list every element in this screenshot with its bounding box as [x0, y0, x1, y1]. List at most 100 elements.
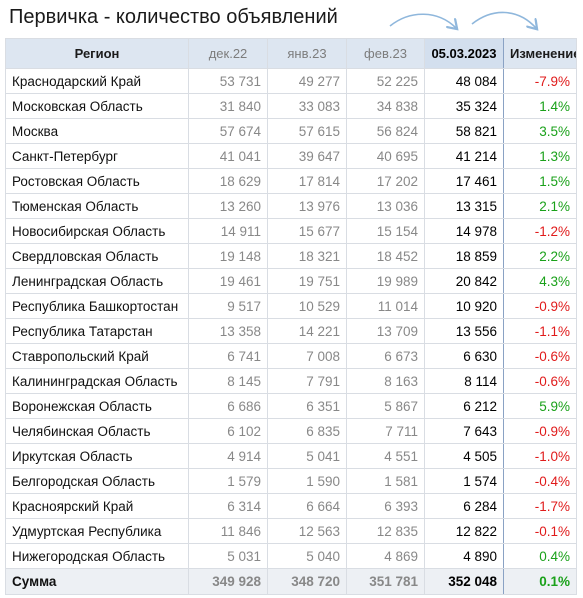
feb-cell: 15 154 [346, 218, 425, 244]
jan-cell: 7 791 [267, 368, 347, 394]
current-cell: 10 920 [424, 293, 504, 319]
change-cell: -1.0% [503, 443, 577, 469]
current-cell: 13 556 [424, 318, 504, 344]
change-cell: 1.4% [503, 93, 577, 119]
feb-cell: 19 989 [346, 268, 425, 294]
jan-cell: 13 976 [267, 193, 347, 219]
table-row: Краснодарский Край 53 731 49 277 52 225 48 0… [5, 68, 577, 94]
region-cell: Тюменская Область [5, 193, 189, 219]
current-cell: 18 859 [424, 243, 504, 269]
table-row: Ростовская Область 18 629 17 814 17 202 17 4… [5, 168, 577, 194]
change-cell: -0.9% [503, 418, 577, 444]
table-row: Ставропольский Край 6 741 7 008 6 673 6 630-… [5, 343, 577, 369]
region-cell: Ставропольский Край [5, 343, 189, 369]
feb-cell: 12 835 [346, 518, 425, 544]
curved-arrows-icon [389, 11, 580, 40]
table-row: Белгородская Область 1 579 1 590 1 581 1 574… [5, 468, 577, 494]
current-cell: 1 574 [424, 468, 504, 494]
table-row: Ленинградская Область 19 461 19 751 19 989 2… [5, 268, 577, 294]
region-cell: Республика Татарстан [5, 318, 189, 344]
feb-cell: 11 014 [346, 293, 425, 319]
feb-cell: 40 695 [346, 143, 425, 169]
current-cell: 17 461 [424, 168, 504, 194]
table-row: Иркутская Область 4 914 5 041 4 551 4 505 -1.… [5, 443, 577, 469]
dec-cell: 6 741 [188, 343, 268, 369]
change-cell: 3.5% [503, 118, 577, 144]
total-jan: 348 720 [267, 568, 347, 595]
dec-cell: 31 840 [188, 93, 268, 119]
region-cell: Ростовская Область [5, 168, 189, 194]
feb-cell: 4 551 [346, 443, 425, 469]
jan-cell: 5 040 [267, 543, 347, 569]
change-cell: -0.9% [503, 293, 577, 319]
column-header-change: Изменение [503, 38, 577, 69]
current-cell: 14 978 [424, 218, 504, 244]
current-cell: 7 643 [424, 418, 504, 444]
total-change: 0.1% [503, 568, 577, 595]
current-cell: 48 084 [424, 68, 504, 94]
dec-cell: 6 314 [188, 493, 268, 519]
current-cell: 6 630 [424, 343, 504, 369]
region-cell: Нижегородская Область [5, 543, 189, 569]
jan-cell: 17 814 [267, 168, 347, 194]
dec-cell: 13 260 [188, 193, 268, 219]
table-row: Нижегородская Область 5 031 5 040 4 869 4 89… [5, 543, 577, 569]
jan-cell: 33 083 [267, 93, 347, 119]
page-title: Первичка - количество объявлений [9, 6, 338, 28]
current-cell: 4 505 [424, 443, 504, 469]
region-cell: Иркутская Область [5, 443, 189, 469]
jan-cell: 39 647 [267, 143, 347, 169]
table-row: Свердловская Область 19 148 18 321 18 452 18… [5, 243, 577, 269]
total-label: Сумма [5, 568, 189, 595]
total-dec: 349 928 [188, 568, 268, 595]
header-row: Регион дек.22 янв.23 фев.23 05.03.2023 И… [5, 38, 577, 69]
table-row: Удмуртская Республика 11 846 12 563 12 835 1… [5, 518, 577, 544]
current-cell: 13 315 [424, 193, 504, 219]
dec-cell: 1 579 [188, 468, 268, 494]
current-cell: 35 324 [424, 93, 504, 119]
jan-cell: 57 615 [267, 118, 347, 144]
region-cell: Москва [5, 118, 189, 144]
dec-cell: 57 674 [188, 118, 268, 144]
region-cell: Белгородская Область [5, 468, 189, 494]
feb-cell: 1 581 [346, 468, 425, 494]
table-row: Красноярский Край 6 314 6 664 6 393 6 284 -1.… [5, 493, 577, 519]
jan-cell: 19 751 [267, 268, 347, 294]
change-cell: 4.3% [503, 268, 577, 294]
table-row: Воронежская Область 6 686 6 351 5 867 6 212 5… [5, 393, 577, 419]
jan-cell: 5 041 [267, 443, 347, 469]
feb-cell: 7 711 [346, 418, 425, 444]
change-cell: 1.3% [503, 143, 577, 169]
change-cell: 5.9% [503, 393, 577, 419]
jan-cell: 7 008 [267, 343, 347, 369]
feb-cell: 13 036 [346, 193, 425, 219]
current-cell: 4 890 [424, 543, 504, 569]
current-cell: 58 821 [424, 118, 504, 144]
change-cell: -1.2% [503, 218, 577, 244]
change-cell: -7.9% [503, 68, 577, 94]
feb-cell: 5 867 [346, 393, 425, 419]
current-cell: 20 842 [424, 268, 504, 294]
table-row: Республика Башкортостан 9 517 10 529 11 014… [5, 293, 577, 319]
change-cell: 2.2% [503, 243, 577, 269]
feb-cell: 52 225 [346, 68, 425, 94]
arrow-feb-to-current [389, 13, 456, 28]
feb-cell: 13 709 [346, 318, 425, 344]
dec-cell: 53 731 [188, 68, 268, 94]
feb-cell: 4 869 [346, 543, 425, 569]
jan-cell: 15 677 [267, 218, 347, 244]
change-cell: -0.1% [503, 518, 577, 544]
region-cell: Ленинградская Область [5, 268, 189, 294]
region-cell: Челябинская Область [5, 418, 189, 444]
jan-cell: 14 221 [267, 318, 347, 344]
region-cell: Калининградская Область [5, 368, 189, 394]
change-cell: -1.7% [503, 493, 577, 519]
dec-cell: 5 031 [188, 543, 268, 569]
change-cell: -0.4% [503, 468, 577, 494]
current-cell: 8 114 [424, 368, 504, 394]
table-row: Московская Область 31 840 33 083 34 838 35 3… [5, 93, 577, 119]
region-cell: Московская Область [5, 93, 189, 119]
dec-cell: 6 686 [188, 393, 268, 419]
arrow-current-to-change [471, 11, 536, 28]
current-cell: 41 214 [424, 143, 504, 169]
